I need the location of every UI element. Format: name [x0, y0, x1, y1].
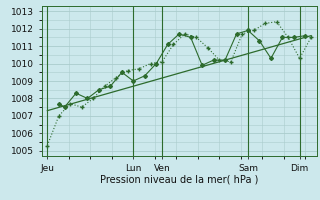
X-axis label: Pression niveau de la mer( hPa ): Pression niveau de la mer( hPa ) — [100, 174, 258, 184]
